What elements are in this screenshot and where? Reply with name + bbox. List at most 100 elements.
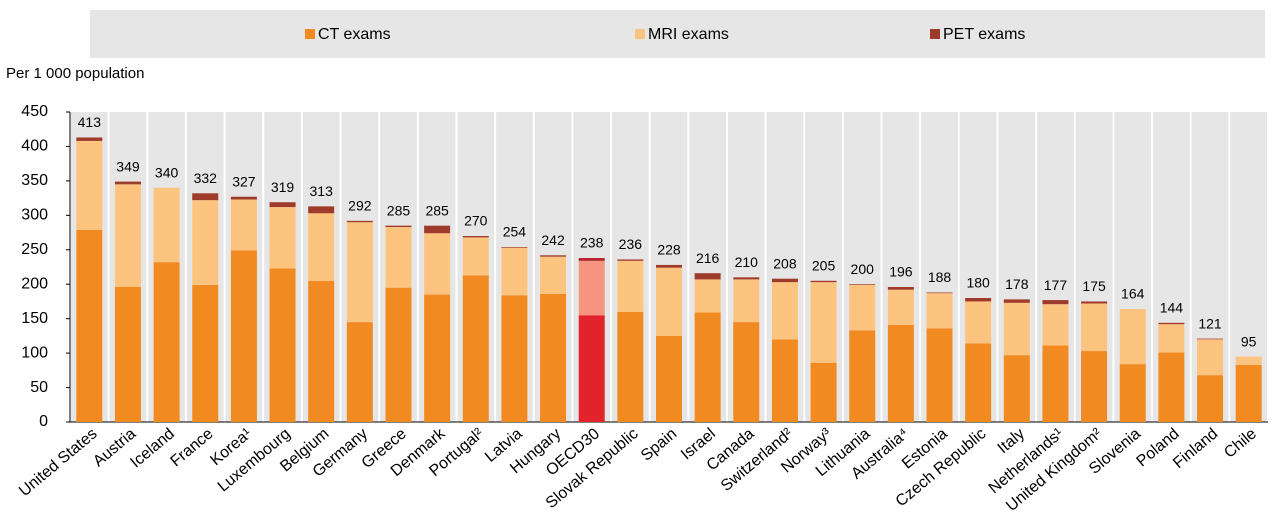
bar-segment <box>346 222 373 323</box>
bar-segment <box>1042 345 1069 422</box>
x-tick-label: Finland <box>1170 425 1221 472</box>
bar-segment <box>462 236 489 238</box>
bar-segment <box>849 284 876 331</box>
bar-segment <box>849 330 876 422</box>
y-axis-label: Per 1 000 population <box>6 65 144 82</box>
x-tick-label: Iceland <box>127 425 177 471</box>
legend-swatch <box>930 29 940 39</box>
total-label: 208 <box>773 255 797 271</box>
y-tick-label: 350 <box>21 172 48 189</box>
total-label: 254 <box>503 224 527 240</box>
bar-segment <box>733 322 760 422</box>
total-label: 196 <box>889 264 913 280</box>
bar-segment <box>76 137 103 141</box>
bar-segment <box>346 322 373 422</box>
bar-segment <box>308 206 335 214</box>
bar-segment <box>694 279 721 313</box>
bar-segment <box>1235 364 1262 422</box>
bar-segment <box>424 233 451 295</box>
bar-segment <box>887 324 914 422</box>
x-tick-label: Spain <box>638 425 680 464</box>
bar-segment <box>308 280 335 422</box>
bar-segment <box>385 227 412 288</box>
bar-segment <box>926 292 953 294</box>
bar-segment <box>76 140 103 230</box>
bar-segment <box>501 247 528 248</box>
bar-segment <box>965 298 992 302</box>
y-tick-label: 100 <box>21 344 48 361</box>
bar-segment <box>965 343 992 422</box>
bar-segment <box>617 259 644 261</box>
total-label: 216 <box>696 250 720 266</box>
x-tick-label: Chile <box>1221 425 1260 462</box>
bar-segment <box>540 256 567 294</box>
bar-segment <box>269 202 296 208</box>
y-tick-label: 250 <box>21 241 48 258</box>
total-label: 340 <box>155 164 179 180</box>
total-label: 242 <box>541 232 565 248</box>
bar-segment <box>1003 302 1030 356</box>
bar-segment <box>1158 322 1185 325</box>
bar-segment <box>192 193 219 201</box>
total-label: 121 <box>1198 315 1222 331</box>
bar-segment <box>1119 309 1146 365</box>
bar-segment <box>1158 352 1185 422</box>
bar-segment <box>192 284 219 422</box>
y-tick-label: 150 <box>21 310 48 327</box>
total-label: 238 <box>580 235 604 251</box>
bar-segment <box>230 196 257 200</box>
total-label: 313 <box>310 183 334 199</box>
total-label: 177 <box>1044 277 1068 293</box>
bar-segment <box>733 279 760 323</box>
total-label: 349 <box>116 158 140 174</box>
total-label: 95 <box>1241 333 1257 349</box>
bar-segment <box>617 311 644 422</box>
bar-segment <box>540 255 567 257</box>
total-label: 332 <box>194 170 218 186</box>
bar-segment <box>656 267 682 336</box>
bar-segment <box>617 260 644 312</box>
bar-segment <box>192 200 219 285</box>
bar-segment <box>887 289 914 325</box>
bar-segment <box>771 278 798 283</box>
bar-segment <box>114 286 141 422</box>
legend-label: PET exams <box>943 26 1025 43</box>
total-label: 270 <box>464 213 488 229</box>
bar-segment <box>1081 301 1108 304</box>
total-label: 178 <box>1005 276 1029 292</box>
bar-segment <box>501 247 528 296</box>
total-label: 285 <box>387 202 411 218</box>
bar-segment <box>230 199 257 251</box>
bar-segment <box>540 293 567 422</box>
bar-segment <box>153 262 180 422</box>
bar-segment <box>810 362 837 422</box>
total-label: 413 <box>78 114 102 130</box>
total-label: 228 <box>657 242 681 258</box>
total-label: 144 <box>1160 300 1184 316</box>
bar-segment <box>1042 304 1069 346</box>
bar-segment <box>926 328 953 422</box>
bar-segment <box>1197 338 1224 340</box>
bar-segment <box>771 282 798 340</box>
total-label: 205 <box>812 257 836 273</box>
y-tick-label: 400 <box>21 138 48 155</box>
total-label: 180 <box>966 275 990 291</box>
bar-segment <box>849 284 876 285</box>
legend-label: MRI exams <box>648 26 729 43</box>
bar-segment <box>1081 351 1108 422</box>
bar-segment <box>656 264 682 268</box>
bar-segment <box>578 258 605 261</box>
bar-segment <box>1042 300 1069 305</box>
total-label: 175 <box>1082 278 1106 294</box>
bar-segment <box>1235 356 1262 365</box>
total-label: 188 <box>928 269 952 285</box>
bar-segment <box>114 181 141 185</box>
bar-segment <box>385 287 412 422</box>
legend-label: CT exams <box>318 26 391 43</box>
x-tick-label: United States <box>16 425 101 500</box>
bar-segment <box>1003 355 1030 422</box>
bar-segment <box>926 293 953 329</box>
y-tick-label: 50 <box>30 379 48 396</box>
total-label: 319 <box>271 179 295 195</box>
total-label: 164 <box>1121 286 1145 302</box>
